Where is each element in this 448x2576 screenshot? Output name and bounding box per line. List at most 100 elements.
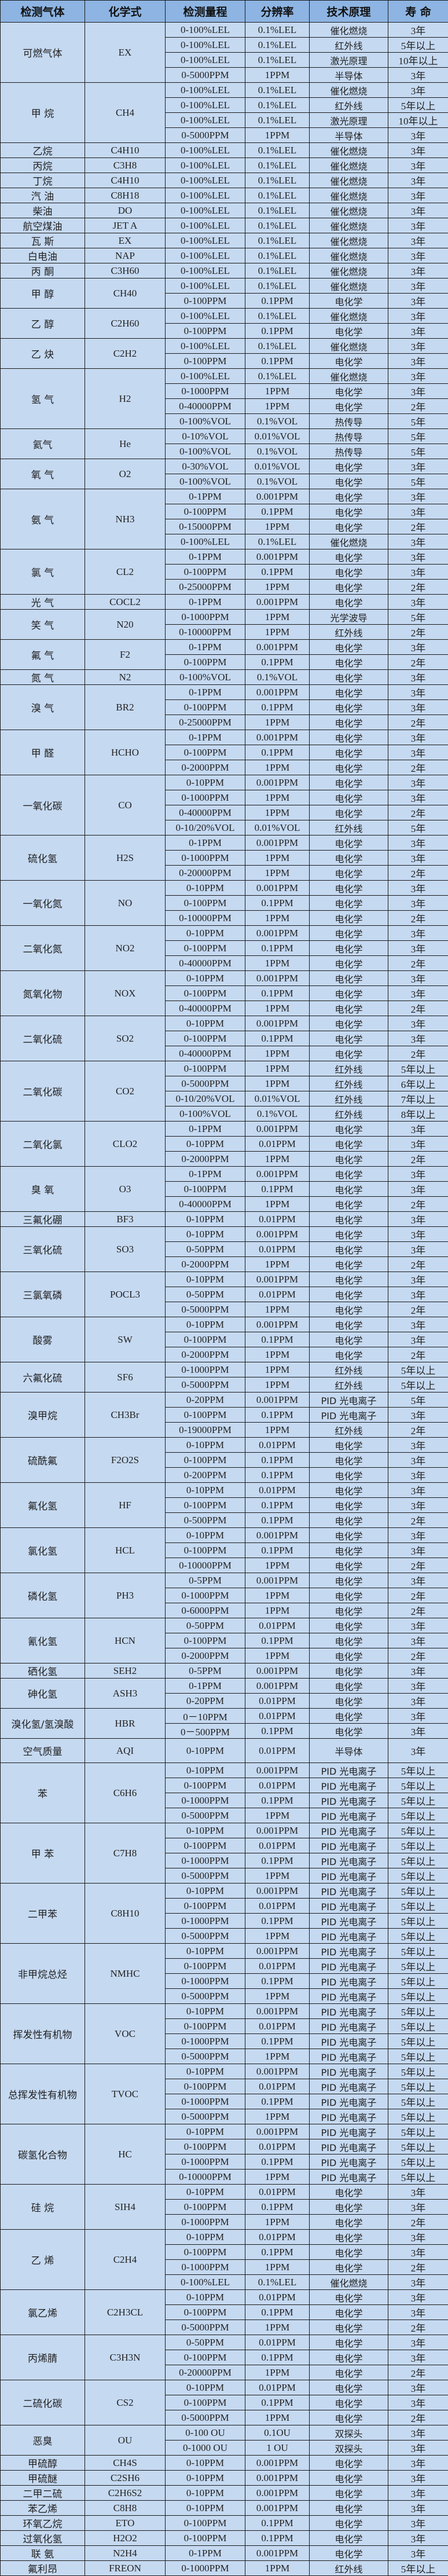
resolution-cell: 0.001PPM	[245, 595, 310, 610]
gas-name-cell: 空气质量	[1, 1739, 85, 1763]
lifetime-cell: 3年	[388, 1453, 448, 1468]
range-cell: 0-10PPM	[166, 1272, 245, 1287]
lifetime-cell: 3年	[388, 294, 448, 309]
resolution-cell: 0.1PPM	[245, 896, 310, 911]
technology-cell: 电化学	[310, 2350, 388, 2365]
range-cell: 0-100PPM	[166, 1498, 245, 1513]
lifetime-cell: 2年	[388, 1347, 448, 1362]
range-cell: 0-100PPM	[166, 1182, 245, 1197]
lifetime-cell: 3年	[388, 369, 448, 384]
header-formula: 化学式	[85, 1, 166, 23]
technology-cell: 红外线	[310, 38, 388, 53]
resolution-cell: 0.1PPM	[245, 2154, 310, 2170]
resolution-cell: 0.001PPM	[245, 1272, 310, 1287]
resolution-cell: 0.1%VOL	[245, 670, 310, 685]
range-cell: 0-20PPM	[166, 1694, 245, 1709]
range-cell: 0-100PPM	[166, 1332, 245, 1347]
resolution-cell: 0.001PPM	[245, 1393, 310, 1408]
technology-cell: 电化学	[310, 1242, 388, 1257]
resolution-cell: 1PPM	[245, 1989, 310, 2004]
resolution-cell: 1PPM	[245, 1347, 310, 1362]
lifetime-cell: 3年	[388, 339, 448, 354]
technology-cell: 半导体	[310, 1739, 388, 1763]
range-cell: 0-100 OU	[166, 2425, 245, 2441]
technology-cell: 电化学	[310, 1543, 388, 1558]
resolution-cell: 0.001PPM	[245, 2456, 310, 2471]
resolution-cell: 0.001PPM	[245, 971, 310, 986]
technology-cell: 红外线	[310, 1362, 388, 1377]
resolution-cell: 1PPM	[245, 1603, 310, 1618]
range-cell: 0-100PPM	[166, 294, 245, 309]
range-cell: 0－10PPM	[166, 1709, 245, 1724]
technology-cell: PID 光电离子	[310, 1914, 388, 1929]
range-cell: 0-40000PPM	[166, 1197, 245, 1212]
resolution-cell: 1 OU	[245, 2441, 310, 2456]
gas-name-cell: 氨 气	[1, 489, 85, 549]
resolution-cell: 0.01PPM	[245, 2290, 310, 2305]
formula-cell: SO3	[85, 1227, 166, 1272]
gas-name-cell: 甲 醇	[1, 279, 85, 309]
gas-name-cell: 甲硫醇	[1, 2456, 85, 2471]
formula-cell: HC	[85, 2124, 166, 2185]
lifetime-cell: 3年	[388, 68, 448, 83]
lifetime-cell: 2年	[388, 1558, 448, 1573]
gas-name-cell: 非甲烷总烃	[1, 1944, 85, 2004]
range-cell: 0-100PPM	[166, 354, 245, 369]
range-cell: 0-10PPM	[166, 2456, 245, 2471]
range-cell: 0-10PPM	[166, 926, 245, 941]
formula-cell: CL2	[85, 549, 166, 595]
technology-cell: 电化学	[310, 1302, 388, 1317]
resolution-cell: 0.1PPM	[245, 2531, 310, 2546]
lifetime-cell: 3年	[388, 1212, 448, 1227]
lifetime-cell: 3年	[388, 2290, 448, 2305]
header-lifetime: 寿 命	[388, 1, 448, 23]
resolution-cell: 0.1%LEL	[245, 2275, 310, 2290]
lifetime-cell: 3年	[388, 324, 448, 339]
resolution-cell: 0.1%LEL	[245, 173, 310, 188]
technology-cell: 电化学	[310, 1558, 388, 1573]
resolution-cell: 0.1PPM	[245, 2200, 310, 2215]
lifetime-cell: 5年以上	[388, 98, 448, 113]
range-cell: 0-10PPM	[166, 2185, 245, 2200]
lifetime-cell: 5年以上	[388, 1823, 448, 1838]
lifetime-cell: 3年	[388, 881, 448, 896]
range-cell: 0-100%LEL	[166, 369, 245, 384]
resolution-cell: 1PPM	[245, 2410, 310, 2425]
range-cell: 0-100PPM	[166, 745, 245, 760]
lifetime-cell: 3年	[388, 971, 448, 986]
lifetime-cell: 3年	[388, 203, 448, 218]
gas-name-cell: 挥发性有机物	[1, 2004, 85, 2064]
resolution-cell: 1PPM	[245, 610, 310, 625]
range-cell: 0-1PPM	[166, 1167, 245, 1182]
lifetime-cell: 5年	[388, 474, 448, 489]
technology-cell: PID 光电离子	[310, 1884, 388, 1899]
technology-cell: 激光原理	[310, 113, 388, 128]
technology-cell: PID 光电离子	[310, 1408, 388, 1423]
formula-cell: OU	[85, 2425, 166, 2456]
technology-cell: 电化学	[310, 1257, 388, 1272]
technology-cell: 电化学	[310, 1648, 388, 1663]
range-cell: 0-100PPM	[166, 2019, 245, 2034]
range-cell: 0-100%LEL	[166, 309, 245, 324]
gas-name-cell: 甲 烷	[1, 83, 85, 143]
gas-name-cell: 氟利昂	[1, 2561, 85, 2576]
technology-cell: 电化学	[310, 1468, 388, 1483]
resolution-cell: 0.1PPM	[245, 1724, 310, 1739]
range-cell: 0-100%LEL	[166, 98, 245, 113]
resolution-cell: 0.1%LEL	[245, 53, 310, 68]
resolution-cell: 1PPM	[245, 1377, 310, 1393]
lifetime-cell: 3年	[388, 1724, 448, 1739]
range-cell: 0-40000PPM	[166, 1046, 245, 1061]
formula-cell: COCL2	[85, 595, 166, 610]
gas-name-cell: 一氧化氮	[1, 881, 85, 926]
lifetime-cell: 3年	[388, 1272, 448, 1287]
lifetime-cell: 3年	[388, 790, 448, 805]
lifetime-cell: 5年以上	[388, 1853, 448, 1868]
technology-cell: PID 光电离子	[310, 1989, 388, 2004]
resolution-cell: 0.1PPM	[245, 700, 310, 715]
